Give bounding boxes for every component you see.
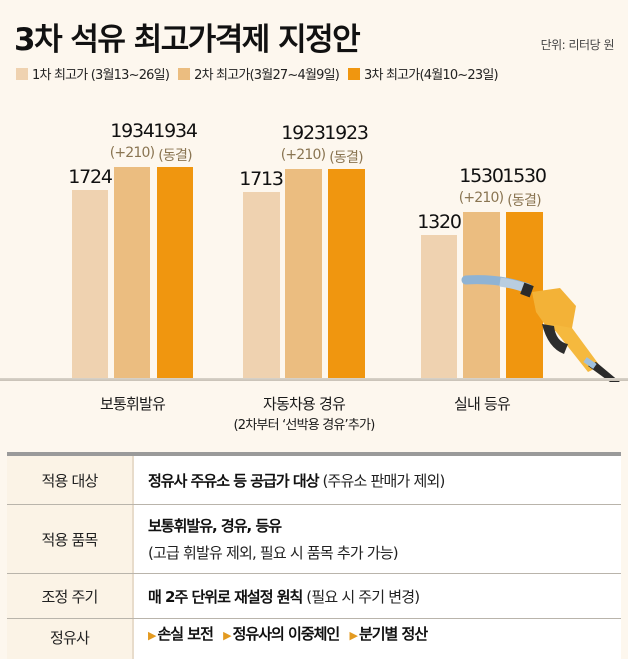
- legend-label: 2차 최고가(3월27~4월9일): [194, 68, 340, 83]
- change-label: (+210): [280, 147, 326, 163]
- triangle-bullet-icon: ▶: [148, 629, 157, 642]
- row-content: 정유사 주유소 등 공급가 대상 (주유소 판매가 제외): [134, 456, 621, 504]
- change-label: (+210): [109, 145, 155, 161]
- legend-swatch: [16, 67, 28, 80]
- policy-table: 적용 대상 정유사 주유소 등 공급가 대상 (주유소 판매가 제외) 적용 품…: [7, 452, 621, 659]
- legend-item-round3: 3차 최고가(4월10~23일): [348, 64, 499, 83]
- value-label: 1923: [281, 122, 326, 144]
- value-label: 1934: [110, 120, 155, 142]
- bar-chart: 1724 1934 1934 (+210) (동결) 1713 1923 192…: [0, 120, 628, 433]
- row-item: 손실 보전: [157, 625, 213, 643]
- category-note-diesel: (2차부터 ‘선박용 경유’추가): [233, 418, 376, 433]
- value-label: 1713: [239, 168, 284, 190]
- change-label: (+210): [458, 190, 504, 206]
- legend-swatch: [178, 67, 191, 80]
- row-bold-text: 보통휘발유, 경유, 등유: [148, 517, 282, 535]
- bar-diesel-round3: [328, 169, 365, 378]
- value-label: 1530: [459, 165, 504, 187]
- row-note-text: (고급 휘발유 제외, 필요 시 품목 추가 가능): [148, 544, 399, 562]
- row-note-text: (필요 시 주기 변경): [302, 587, 420, 606]
- legend-label: 1차 최고가 (3월13~26일): [32, 68, 170, 83]
- row-item: 정유사의 이중체인: [232, 625, 341, 643]
- value-label: 1923: [324, 122, 369, 144]
- value-label: 1724: [68, 166, 113, 188]
- bar-diesel-round2: [285, 169, 322, 378]
- bar-gasoline-round1: [72, 190, 108, 378]
- bar-gasoline-round3: [157, 167, 193, 378]
- bar-kerosene-round1: [421, 235, 457, 378]
- triangle-bullet-icon: ▶: [223, 629, 232, 642]
- table-row-items: 적용 품목 보통휘발유, 경유, 등유 (고급 휘발유 제외, 필요 시 품목 …: [7, 505, 621, 574]
- value-label: 1934: [153, 120, 198, 142]
- unit-label: 단위: 리터당 원: [540, 38, 615, 52]
- category-label-kerosene: 실내 등유: [454, 395, 511, 413]
- row-label: 정유사: [7, 619, 134, 659]
- row-label: 적용 대상: [7, 456, 134, 504]
- change-label: (동결): [329, 150, 363, 166]
- row-bold-text: 정유사 주유소 등 공급가 대상: [148, 471, 319, 490]
- value-label: 1530: [502, 165, 547, 187]
- row-label: 조정 주기: [7, 574, 134, 618]
- bar-kerosene-round2: [463, 212, 500, 378]
- row-item: 분기별 정산: [358, 625, 428, 643]
- row-label: 적용 품목: [7, 505, 134, 573]
- category-label-diesel: 자동차용 경유: [263, 395, 346, 413]
- legend: 1차 최고가 (3월13~26일) 2차 최고가(3월27~4월9일) 3차 최…: [16, 64, 507, 83]
- change-label: (동결): [158, 148, 192, 164]
- row-note-text: (주유소 판매가 제외): [318, 471, 445, 490]
- chart-title: 3차 석유 최고가격제 지정안: [14, 22, 361, 58]
- table-row-target: 적용 대상 정유사 주유소 등 공급가 대상 (주유소 판매가 제외): [7, 456, 621, 505]
- fuel-nozzle-icon: [461, 275, 620, 382]
- legend-label: 3차 최고가(4월10~23일): [364, 68, 499, 83]
- triangle-bullet-icon: ▶: [349, 629, 358, 642]
- row-content: ▶ 손실 보전 ▶ 정유사의 이중체인 ▶ 분기별 정산: [134, 619, 621, 659]
- change-label: (동결): [507, 193, 541, 209]
- x-axis-baseline: [0, 378, 628, 381]
- legend-item-round2: 2차 최고가(3월27~4월9일): [178, 64, 340, 83]
- row-content: 보통휘발유, 경유, 등유 (고급 휘발유 제외, 필요 시 품목 추가 가능): [134, 505, 621, 573]
- bar-diesel-round1: [243, 192, 280, 378]
- row-content: 매 2주 단위로 재설정 원칙 (필요 시 주기 변경): [134, 574, 621, 618]
- table-row-refiner: 정유사 ▶ 손실 보전 ▶ 정유사의 이중체인 ▶ 분기별 정산: [7, 619, 621, 659]
- category-label-gasoline: 보통휘발유: [99, 395, 166, 413]
- table-row-cycle: 조정 주기 매 2주 단위로 재설정 원칙 (필요 시 주기 변경): [7, 574, 621, 619]
- legend-item-round1: 1차 최고가 (3월13~26일): [16, 64, 170, 83]
- value-label: 1320: [417, 211, 462, 233]
- legend-swatch: [348, 67, 361, 80]
- row-bold-text: 매 2주 단위로 재설정 원칙: [148, 587, 303, 606]
- bar-gasoline-round2: [114, 167, 150, 378]
